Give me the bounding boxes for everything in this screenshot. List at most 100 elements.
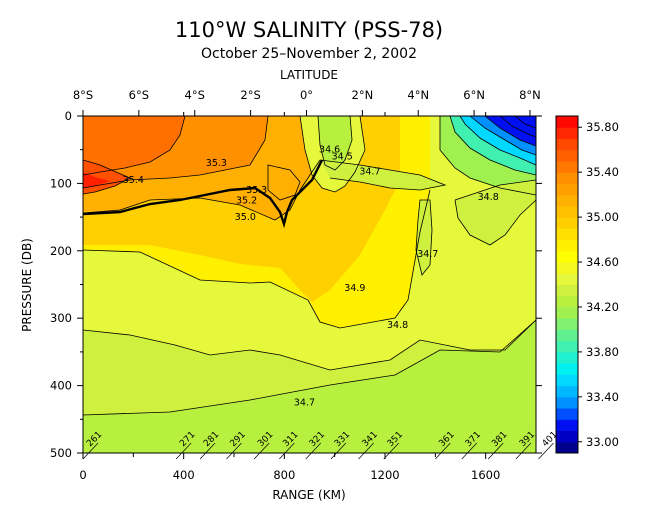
field-35.4-band <box>83 116 185 175</box>
station-marker <box>253 442 270 460</box>
colorbar-tick-label: 35.80 <box>586 120 619 134</box>
lat-tick-label: 6°S <box>129 88 149 102</box>
lat-tick-label: 2°S <box>240 88 260 102</box>
x-axis-label: RANGE (KM) <box>272 488 345 502</box>
colorbar-tick-label: 34.60 <box>586 255 619 269</box>
station-marker <box>435 442 451 460</box>
colorbar-frame <box>555 115 579 454</box>
chart-title: 110°W SALINITY (PSS-78) <box>175 18 443 42</box>
colorbar-tick-label: 35.00 <box>586 210 619 224</box>
colorbar-swatch <box>556 419 578 432</box>
field-ne-33.2 <box>485 116 536 146</box>
colorbar-swatch <box>556 295 578 308</box>
field-35.8-core <box>83 172 110 188</box>
colorbar-tick-label: 35.40 <box>586 165 619 179</box>
contour-34.8-deep <box>83 319 536 371</box>
field-34.8-band-top <box>320 160 445 190</box>
contour-label: 35.2 <box>236 195 257 206</box>
colorbar-swatch <box>556 194 578 207</box>
lat-tick-label: 6°N <box>463 88 485 102</box>
station-marker <box>279 442 295 460</box>
contour-label: 34.7 <box>359 166 380 177</box>
contour-34.8-east <box>454 179 536 246</box>
station-marker <box>515 442 532 460</box>
chart-subtitle: October 25–November 2, 2002 <box>201 46 417 62</box>
contour-ne-6 <box>499 116 536 138</box>
contour-euc <box>267 164 301 201</box>
colorbar-tick-label: 33.00 <box>586 435 619 449</box>
colorbar-swatch <box>556 306 578 319</box>
contour-equator-1 <box>299 116 366 193</box>
x-tick-label: 1600 <box>471 468 500 482</box>
x-tick-label: 0 <box>79 468 86 482</box>
station-marker <box>82 442 99 460</box>
contour-label: 35.3 <box>246 185 267 196</box>
field-34.8-right <box>455 180 536 245</box>
station-marker <box>305 442 322 460</box>
contour-ne-4 <box>469 116 536 156</box>
colorbar-swatch <box>556 138 578 151</box>
lat-tick-label: 8°S <box>73 88 93 102</box>
colorbar-swatch <box>556 284 578 297</box>
contour-label: 34.7 <box>294 397 315 408</box>
station-marker <box>330 442 347 460</box>
latitude-axis: 8°S 6°S 4°S 2°S 0° 2°N 4°N 6°N 8°N <box>73 88 541 116</box>
colorbar-swatch <box>556 340 578 353</box>
contour-label: 34.5 <box>332 151 353 162</box>
colorbar-swatch <box>556 160 578 173</box>
contour-ne-1 <box>439 116 536 196</box>
colorbar-swatch <box>556 250 578 263</box>
colorbar-swatch <box>556 172 578 184</box>
lat-tick-label: 4°S <box>185 88 205 102</box>
x-tick-label: 800 <box>273 468 295 482</box>
colorbar-swatch <box>556 351 578 364</box>
x-tick-label: 1200 <box>370 468 399 482</box>
contour-label: 34.8 <box>478 192 499 203</box>
colorbar: 35.80 35.40 35.00 34.60 34.20 33.80 33.40 33.00 <box>555 115 619 454</box>
colorbar-swatch <box>556 363 578 375</box>
contour-ne-5 <box>484 116 536 147</box>
x-axis: 0 400 800 1200 1600 <box>79 112 500 482</box>
colorbar-swatch <box>556 228 578 241</box>
y-tick-label: 400 <box>50 379 72 393</box>
colorbar-swatch <box>556 239 578 252</box>
lat-tick-label: 8°N <box>519 88 541 102</box>
y-axis: 0 100 200 300 400 500 <box>50 109 542 460</box>
y-tick-label: 200 <box>50 244 72 258</box>
lat-tick-label: 4°N <box>407 88 429 102</box>
colorbar-swatch <box>556 318 578 330</box>
contour-35.3 <box>83 116 186 176</box>
contour-35.0-bold <box>83 159 324 229</box>
station-marker <box>383 442 400 460</box>
station-marker <box>226 442 242 460</box>
contour-label: 35.0 <box>235 212 256 223</box>
contour-34.7-tongue <box>415 199 433 276</box>
contour-label: 34.7 <box>417 249 438 260</box>
contour-label: 34.8 <box>387 320 408 331</box>
x-tick-label: 400 <box>173 468 195 482</box>
colorbar-swatch <box>556 374 578 387</box>
y-tick-label: 0 <box>65 109 72 123</box>
colorbar-swatch <box>556 430 578 443</box>
station-marker <box>175 442 192 460</box>
contour-label: 35.3 <box>206 158 227 169</box>
contour-label: 35.4 <box>123 175 144 186</box>
contour-labels: 35.335.435.335.235.034.634.534.734.834.7… <box>123 145 499 409</box>
colorbar-swatch <box>556 408 578 420</box>
contour-lines <box>83 116 536 416</box>
colorbar-swatch <box>556 127 578 139</box>
contour-ne-7 <box>514 116 536 129</box>
station-marker <box>358 442 374 460</box>
colorbar-swatch <box>556 273 578 285</box>
colorbar-swatch <box>556 329 578 342</box>
contour-ne-2 <box>449 116 536 176</box>
lat-tick-label: 2°N <box>352 88 374 102</box>
colorbar-swatch <box>556 441 578 454</box>
colorbar-swatch <box>556 262 578 274</box>
field-euc-core <box>268 165 300 200</box>
colorbar-tick-label: 33.80 <box>586 345 619 359</box>
station-marker <box>487 442 504 460</box>
contour-34.7-surface <box>319 159 447 191</box>
contour-34.7-deep <box>83 319 536 416</box>
